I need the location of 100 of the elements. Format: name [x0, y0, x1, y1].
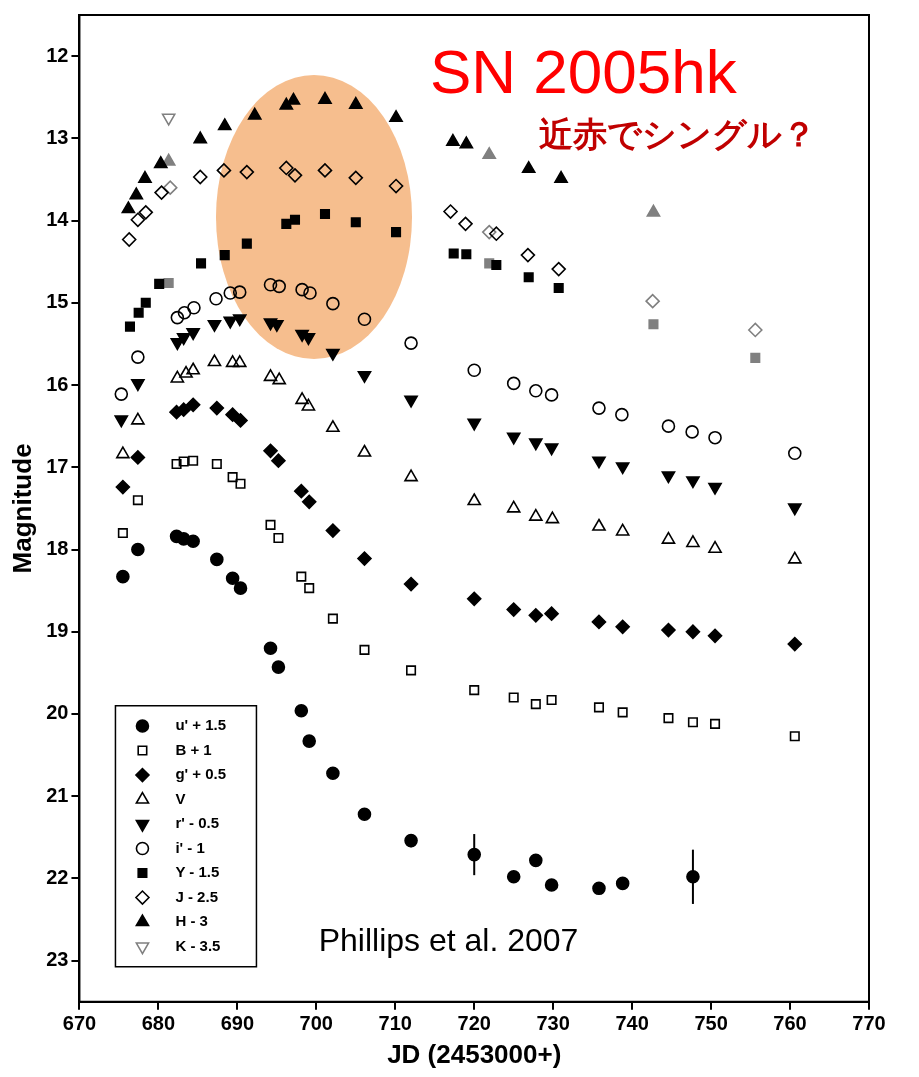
point: [187, 300, 201, 315]
point: [506, 500, 521, 513]
point: [325, 523, 341, 538]
x-tick-label: 700: [299, 1012, 333, 1035]
point: [129, 187, 144, 200]
point: [489, 226, 504, 242]
point: [482, 147, 497, 160]
point: [263, 277, 278, 292]
point: [750, 352, 761, 363]
point: [225, 355, 240, 368]
point: [467, 418, 482, 431]
point: [301, 494, 317, 510]
point: [685, 624, 701, 640]
point: [615, 619, 630, 635]
legend-label: i' - 1: [175, 838, 205, 856]
point: [544, 878, 559, 892]
legend-label: Y - 1.5: [175, 863, 220, 881]
point: [615, 523, 630, 536]
point: [466, 591, 482, 607]
point: [265, 519, 276, 530]
legend-label: H - 3: [175, 912, 208, 930]
point: [448, 248, 459, 259]
y-tick-label: 17: [46, 454, 69, 477]
y-tick-label: 15: [46, 290, 69, 313]
point: [789, 731, 800, 742]
point: [153, 156, 168, 169]
point: [210, 552, 224, 567]
point: [186, 362, 200, 375]
point: [326, 348, 340, 361]
point: [239, 164, 255, 180]
point: [391, 227, 402, 238]
point: [289, 214, 301, 225]
point: [131, 412, 145, 425]
y-tick-label: 19: [46, 619, 69, 642]
point: [121, 232, 137, 247]
point: [458, 216, 473, 232]
point: [171, 458, 182, 470]
point: [661, 531, 676, 544]
point: [227, 472, 238, 483]
point: [247, 107, 262, 120]
point: [326, 420, 340, 433]
point: [663, 713, 674, 724]
point: [185, 397, 201, 413]
point: [138, 205, 154, 220]
x-tick-label: 710: [378, 1012, 412, 1035]
point: [469, 685, 480, 696]
point: [211, 458, 222, 470]
point: [661, 419, 676, 433]
point: [546, 694, 557, 706]
point: [117, 528, 128, 539]
point: [544, 388, 559, 402]
legend-label: B + 1: [175, 740, 212, 758]
point: [528, 608, 544, 623]
point: [648, 319, 659, 330]
point: [528, 508, 543, 521]
point: [170, 370, 185, 383]
x-tick-label: 730: [536, 1012, 570, 1035]
x-tick-label: 760: [773, 1012, 807, 1035]
point: [114, 387, 129, 401]
y-tick-label: 18: [46, 537, 69, 560]
legend-label: V: [175, 789, 186, 807]
point: [235, 478, 246, 489]
x-tick-label: 680: [141, 1012, 176, 1035]
point: [551, 261, 567, 277]
point: [593, 702, 605, 713]
point: [188, 455, 199, 466]
legend-label: J - 2.5: [175, 887, 218, 905]
point: [209, 400, 225, 416]
point: [294, 483, 309, 499]
point: [529, 384, 543, 398]
point: [645, 293, 660, 309]
text: 近赤でシングル？: [538, 113, 816, 154]
point: [131, 542, 145, 557]
point: [115, 479, 131, 495]
point: [209, 291, 223, 306]
y-tick-label: 14: [46, 208, 70, 231]
point: [131, 350, 145, 364]
point: [326, 296, 340, 311]
point: [404, 469, 418, 482]
point: [443, 204, 458, 219]
point: [178, 456, 189, 467]
point: [279, 160, 294, 176]
point: [787, 446, 802, 461]
point: [357, 444, 372, 457]
point: [787, 636, 803, 652]
x-tick-label: 750: [694, 1012, 728, 1035]
point: [216, 163, 232, 178]
y-tick-label: 20: [46, 701, 69, 724]
point: [326, 766, 340, 780]
legend-label: r' - 0.5: [175, 814, 220, 832]
point: [708, 482, 722, 495]
y-tick-label: 21: [46, 783, 69, 806]
point: [506, 376, 521, 391]
y-tick-label: 16: [46, 372, 69, 395]
point: [271, 453, 286, 469]
point: [357, 312, 372, 327]
point: [296, 571, 307, 582]
point: [404, 395, 418, 408]
point: [467, 363, 482, 378]
point: [318, 91, 332, 104]
